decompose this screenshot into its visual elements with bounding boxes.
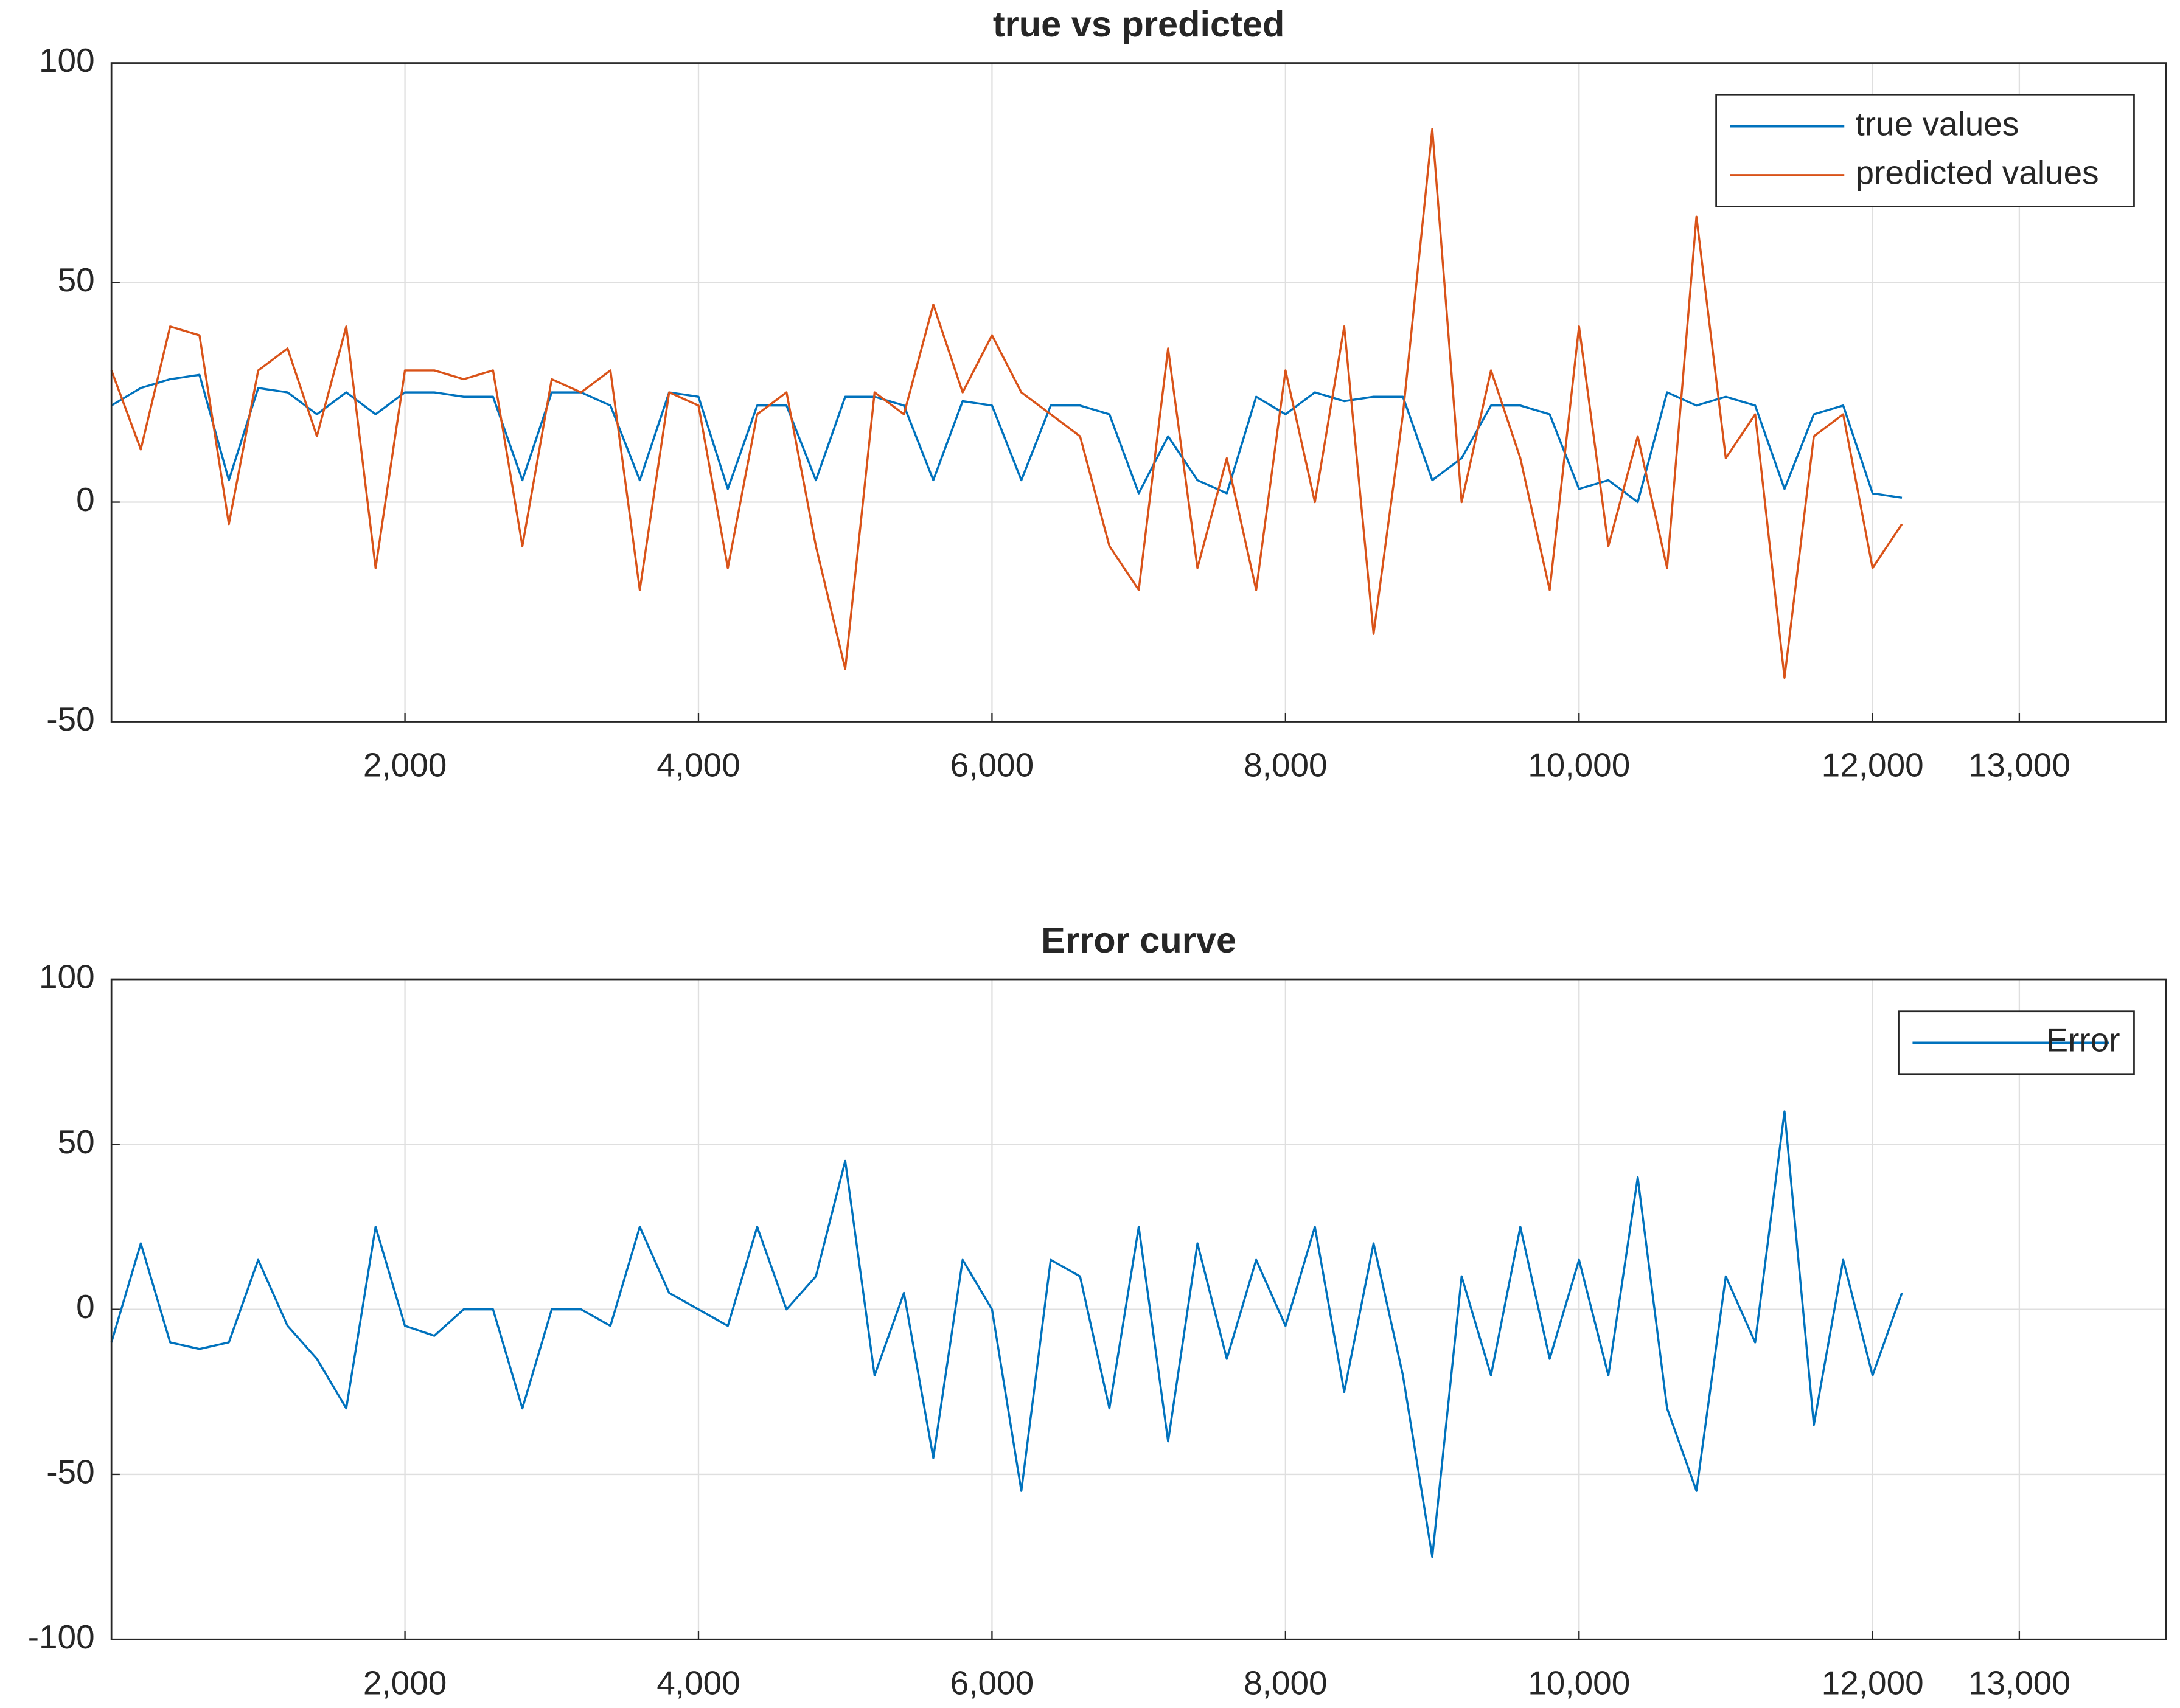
legend-label: predicted values (1856, 153, 2099, 191)
x-tick-label: 8,000 (1244, 1664, 1327, 1701)
y-tick-label: -50 (46, 1453, 94, 1490)
legend-box (1715, 94, 2135, 207)
x-tick-label: 2,000 (363, 746, 447, 784)
axes-box (110, 978, 2167, 1640)
y-tick-label: 0 (76, 481, 95, 518)
legend-label: Error (2046, 1021, 2120, 1059)
data-line (111, 373, 1903, 504)
axes-box (110, 62, 2167, 723)
x-tick-label: 6,000 (950, 1664, 1034, 1701)
data-line (110, 1110, 1903, 1558)
y-tick-label: 50 (58, 261, 95, 299)
x-tick-label: 10,000 (1528, 1664, 1630, 1701)
x-tick-label: 13,000 (1968, 746, 2070, 784)
y-tick-label: 0 (76, 1288, 95, 1325)
x-tick-label: 10,000 (1528, 746, 1630, 784)
chart-title: true vs predicted (993, 4, 1285, 44)
x-tick-label: 4,000 (656, 746, 740, 784)
y-tick-label: 100 (39, 41, 95, 79)
x-tick-label: 13,000 (1968, 1664, 2070, 1701)
chart-title: Error curve (1041, 920, 1236, 960)
x-tick-label: 2,000 (363, 1664, 447, 1701)
legend-label: true values (1856, 105, 2019, 142)
y-tick-label: 50 (58, 1123, 95, 1161)
y-tick-label: -100 (28, 1618, 95, 1656)
x-tick-label: 12,000 (1822, 746, 1924, 784)
y-tick-label: 100 (39, 958, 95, 996)
x-tick-label: 4,000 (656, 1664, 740, 1701)
x-tick-label: 12,000 (1822, 1664, 1924, 1701)
x-tick-label: 8,000 (1244, 746, 1327, 784)
x-tick-label: 6,000 (950, 746, 1034, 784)
y-tick-label: -50 (46, 700, 94, 738)
data-line (110, 128, 1903, 679)
